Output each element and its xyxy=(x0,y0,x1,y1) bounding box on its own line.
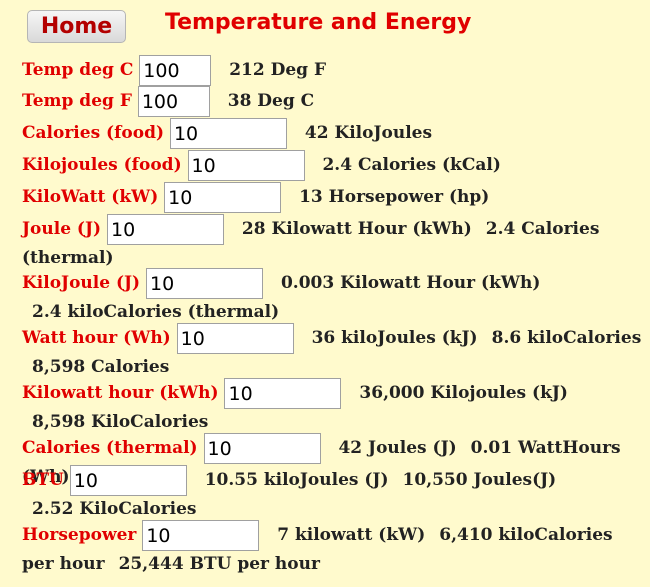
result: 10,550 Joules(J) xyxy=(402,470,557,490)
row-label: Horsepower xyxy=(22,525,137,545)
result: 2.52 KiloCalories xyxy=(32,499,197,519)
result: 0.003 Kilowatt Hour (kWh) xyxy=(280,273,541,293)
row-label: Calories (food) xyxy=(22,123,165,143)
kilowatt-hour-input[interactable] xyxy=(224,378,342,409)
row-label: Watt hour (Wh) xyxy=(22,328,171,348)
row-horsepower: Horsepower 7 kilowatt (kW)6,410 kiloCalo… xyxy=(22,520,642,578)
result: 2.4 Calories (kCal) xyxy=(322,155,501,175)
row-label: Temp deg F xyxy=(22,91,132,111)
result: 7 kilowatt (kW) xyxy=(277,525,426,545)
row-btu: BTU 10.55 kiloJoules (J) 10,550 Joules(J)… xyxy=(22,465,642,523)
result: 36 kiloJoules (kJ) xyxy=(311,328,478,348)
result: 42 KiloJoules xyxy=(304,123,433,143)
result: 36,000 Kilojoules (kJ) xyxy=(359,383,568,403)
result: 42 Joules (J) xyxy=(338,438,457,458)
result: 10.55 kiloJoules (J) xyxy=(204,470,389,490)
result: 25,444 BTU per hour xyxy=(118,554,320,574)
btu-input[interactable] xyxy=(69,465,187,496)
calories-food-input[interactable] xyxy=(169,118,287,149)
result: 8,598 Calories xyxy=(32,357,170,377)
page-title: Temperature and Energy xyxy=(165,10,472,35)
calories-thermal-input[interactable] xyxy=(203,433,321,464)
temp-c-input[interactable] xyxy=(139,55,212,86)
kilowatt-input[interactable] xyxy=(164,182,282,213)
result: 2.4 kiloCalories (thermal) xyxy=(32,302,280,322)
home-button[interactable]: Home xyxy=(27,10,126,43)
temp-f-input[interactable] xyxy=(137,86,210,117)
row-label: Kilojoules (food) xyxy=(22,155,182,175)
row-temp-f: Temp deg F 38 Deg C xyxy=(22,86,642,117)
result: 13 Horsepower (hp) xyxy=(299,187,490,207)
kilojoules-food-input[interactable] xyxy=(187,150,305,181)
result: 2.4 Calories (thermal) xyxy=(22,219,600,268)
result: 212 Deg F xyxy=(229,60,327,80)
row-calories-thermal: Calories (thermal) 42 Joules (J)0.01 Wat… xyxy=(22,433,642,491)
result: 0.01 WattHours (Wh) xyxy=(22,438,621,487)
result: 28 Kilowatt Hour (kWh) xyxy=(241,219,472,239)
row-temp-c: Temp deg C 212 Deg F xyxy=(22,55,642,86)
row-kilojoule: KiloJoule (J) 0.003 Kilowatt Hour (kWh) … xyxy=(22,268,642,326)
row-kilowatt-hour: Kilowatt hour (kWh) 36,000 Kilojoules (k… xyxy=(22,378,642,436)
row-watt-hour: Watt hour (Wh) 36 kiloJoules (kJ) 8.6 kil… xyxy=(22,323,642,381)
row-joule: Joule (J) 28 Kilowatt Hour (kWh)2.4 Calo… xyxy=(22,214,642,272)
joule-input[interactable] xyxy=(107,214,224,245)
result: 8.6 kiloCalories xyxy=(491,328,642,348)
row-label: Kilowatt hour (kWh) xyxy=(22,383,219,403)
horsepower-input[interactable] xyxy=(142,520,260,551)
row-label: Calories (thermal) xyxy=(22,438,198,458)
result: 6,410 kiloCalories per hour xyxy=(22,525,613,574)
result: 8,598 KiloCalories xyxy=(32,412,209,432)
kilojoule-input[interactable] xyxy=(146,268,264,299)
row-kilowatt: KiloWatt (kW) 13 Horsepower (hp) xyxy=(22,182,642,213)
watt-hour-input[interactable] xyxy=(176,323,294,354)
result: 38 Deg C xyxy=(227,91,315,111)
row-label: Joule (J) xyxy=(22,219,102,239)
row-kilojoules-food: Kilojoules (food) 2.4 Calories (kCal) xyxy=(22,150,642,181)
row-label: Temp deg C xyxy=(22,60,134,80)
row-calories-food: Calories (food) 42 KiloJoules xyxy=(22,118,642,149)
row-label: KiloWatt (kW) xyxy=(22,187,159,207)
row-label: KiloJoule (J) xyxy=(22,273,141,293)
row-label: BTU xyxy=(22,470,64,490)
